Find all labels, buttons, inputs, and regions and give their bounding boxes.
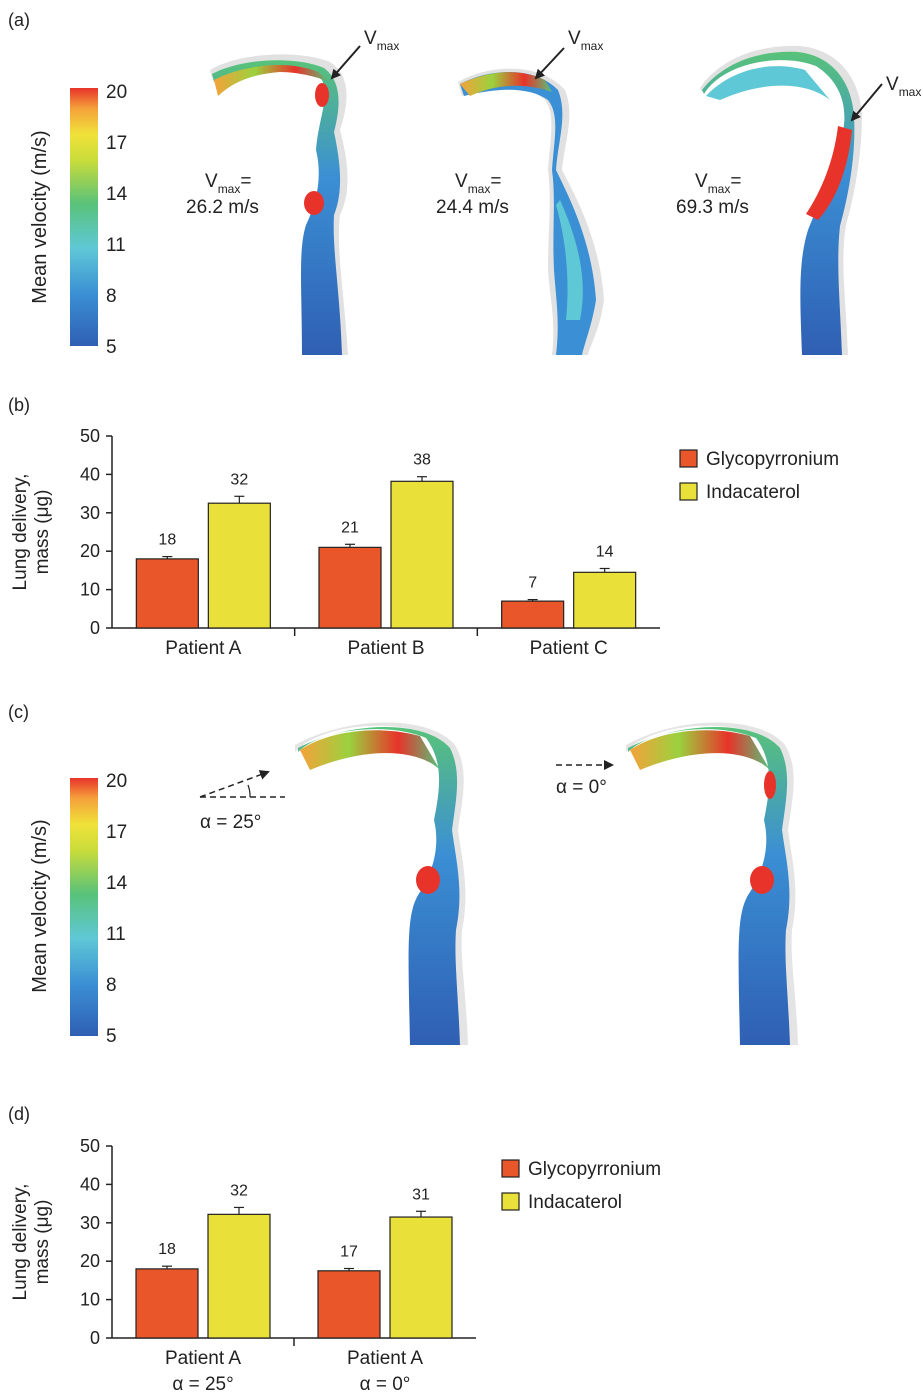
bar-indacaterol [389, 1216, 453, 1339]
panel-label-c: (c) [8, 702, 29, 722]
chart-d: 0 10 20 30 40 50 Lung delivery,mass (μg) 18 32 Pa… [10, 1136, 661, 1392]
panel-label-a: (a) [8, 10, 30, 30]
x-category-label: Patient A [347, 1348, 423, 1369]
y-tick-label: 0 [90, 1328, 100, 1348]
colorbar-a: 20 17 14 11 8 5 Mean velocity (m/s) [29, 82, 128, 358]
airway-c2-image [626, 722, 798, 1045]
colorbar-a-tick: 11 [106, 235, 126, 256]
y-tick-label: 30 [80, 1213, 100, 1233]
y-tick-label: 20 [80, 541, 100, 561]
y-tick-label: 40 [80, 1174, 100, 1194]
vmax-value-prefix: Vmax= [455, 171, 501, 196]
colorbar-a-gradient [70, 88, 98, 346]
legend-label: Glycopyrronium [706, 449, 839, 470]
vmax-value: 69.3 m/s [676, 197, 749, 218]
data-label: 21 [341, 519, 359, 536]
bar-indacaterol [207, 502, 271, 629]
panel-label-d: (d) [8, 1104, 30, 1124]
colorbar-a-tick: 20 [106, 82, 127, 103]
data-label: 18 [158, 532, 176, 549]
x-category-sublabel: α = 25° [172, 1374, 233, 1392]
bar-indacaterol [207, 1213, 271, 1339]
data-label: 32 [230, 1182, 248, 1199]
colorbar-c: 20 17 14 11 8 5 Mean velocity (m/s) [29, 771, 128, 1047]
y-tick-label: 20 [80, 1251, 100, 1271]
data-label: 31 [412, 1186, 430, 1203]
data-label: 18 [158, 1241, 176, 1258]
colorbar-c-tick: 11 [106, 924, 126, 945]
x-category-label: Patient A [165, 1348, 241, 1369]
vmax-label: Vmax [568, 28, 603, 53]
vmax-label: Vmax [886, 74, 921, 99]
y-tick-label: 50 [80, 1136, 100, 1156]
bar-glycopyrronium [318, 546, 382, 629]
vmax-value: 26.2 m/s [186, 197, 259, 218]
vmax-value: 24.4 m/s [436, 197, 509, 218]
angle-marker-25: α = 25° [199, 770, 285, 833]
x-category-sublabel: α = 0° [360, 1374, 411, 1392]
vmax-value-prefix: Vmax= [205, 171, 251, 196]
x-category-label: Patient A [165, 638, 241, 659]
airway-a2-image [458, 68, 604, 355]
airway-a3-image [700, 45, 862, 355]
colorbar-c-title: Mean velocity (m/s) [29, 819, 51, 992]
data-label: 14 [596, 543, 614, 560]
data-label: 38 [413, 452, 431, 469]
colorbar-a-tick: 17 [106, 133, 127, 154]
bar-glycopyrronium [501, 600, 565, 629]
bar-glycopyrronium [135, 558, 199, 629]
angle-label: α = 25° [200, 812, 261, 833]
colorbar-c-tick: 14 [106, 873, 128, 894]
vmax-marker-a3: Vmax [850, 74, 921, 122]
y-axis-label: Lung delivery,mass (μg) [10, 1184, 53, 1301]
colorbar-c-gradient [70, 778, 98, 1036]
colorbar-a-tick: 5 [106, 337, 117, 358]
bar-glycopyrronium [135, 1268, 199, 1339]
legend-swatch [679, 482, 698, 501]
vmax-marker-a2: Vmax [534, 28, 603, 80]
vmax-value-prefix: Vmax= [695, 171, 741, 196]
y-tick-label: 40 [80, 464, 100, 484]
legend-label: Glycopyrronium [528, 1159, 661, 1180]
colorbar-c-tick: 8 [106, 975, 117, 996]
y-tick-label: 10 [80, 1290, 100, 1310]
angle-label: α = 0° [556, 777, 607, 798]
airway-c1-image [295, 722, 468, 1045]
legend-label: Indacaterol [528, 1192, 622, 1213]
data-label: 17 [340, 1243, 358, 1260]
legend-label: Indacaterol [706, 482, 800, 503]
legend-swatch [501, 1192, 520, 1211]
vmax-label: Vmax [364, 28, 399, 53]
panel-label-b: (b) [8, 395, 30, 415]
chart-b: 0 10 20 30 40 50 Lung delivery,mass (μg) 18 32 Pa… [10, 426, 839, 659]
x-category-label: Patient C [530, 638, 608, 659]
colorbar-c-tick: 5 [106, 1026, 117, 1047]
colorbar-c-tick: 20 [106, 771, 127, 792]
bar-indacaterol [573, 571, 637, 629]
y-axis-label: Lung delivery,mass (μg) [10, 474, 53, 591]
colorbar-a-tick: 14 [106, 184, 128, 205]
legend-swatch [501, 1159, 520, 1178]
legend-swatch [679, 449, 698, 468]
y-tick-label: 50 [80, 426, 100, 446]
vmax-marker-a1: Vmax [330, 28, 399, 80]
y-tick-label: 0 [90, 618, 100, 638]
angle-marker-0: α = 0° [556, 760, 614, 798]
y-tick-label: 30 [80, 503, 100, 523]
data-label: 32 [230, 471, 248, 488]
data-label: 7 [528, 575, 537, 592]
colorbar-c-tick: 17 [106, 822, 127, 843]
airway-a1-image [210, 54, 348, 356]
y-tick-label: 10 [80, 580, 100, 600]
colorbar-a-title: Mean velocity (m/s) [29, 130, 51, 303]
bar-indacaterol [390, 480, 454, 629]
bar-glycopyrronium [317, 1270, 381, 1339]
x-category-label: Patient B [347, 638, 424, 659]
colorbar-a-tick: 8 [106, 286, 117, 307]
